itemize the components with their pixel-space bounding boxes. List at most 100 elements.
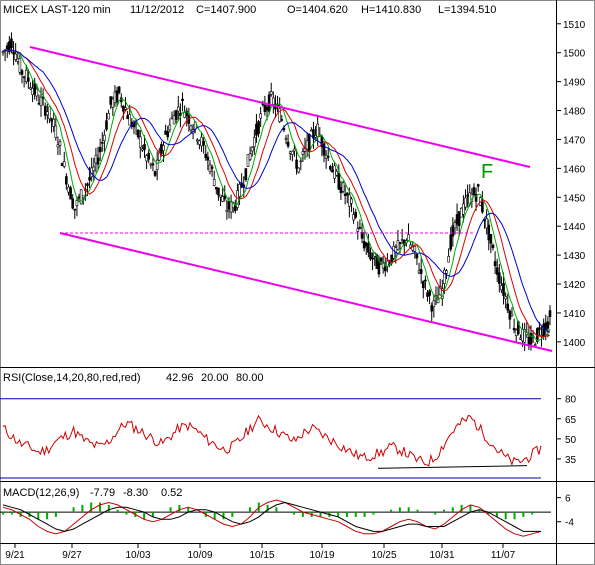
- candle-body: [160, 144, 163, 155]
- candle-body: [52, 118, 55, 127]
- candle-body: [39, 96, 43, 107]
- candle-body: [111, 98, 115, 108]
- candle-body: [267, 94, 271, 112]
- candle-body: [310, 129, 313, 132]
- candle-body: [77, 196, 81, 199]
- candle-body: [286, 141, 290, 147]
- candle-body: [527, 336, 531, 345]
- candle-body: [415, 253, 419, 259]
- price-tick-label: 1480: [563, 107, 586, 118]
- candle-body: [43, 105, 47, 116]
- candle-body: [428, 290, 431, 296]
- candle-body: [244, 168, 248, 181]
- candle-body: [533, 344, 537, 346]
- candle-body: [474, 194, 478, 202]
- candle-body: [67, 186, 70, 193]
- candle-body: [354, 211, 357, 218]
- channel-lower-line: [59, 232, 553, 352]
- candle-body: [227, 201, 231, 210]
- candle-body: [548, 310, 552, 317]
- price-tick-label: 1470: [563, 135, 586, 146]
- candle-body: [307, 134, 311, 152]
- candle-body: [367, 243, 370, 253]
- candlestick-series: [1, 32, 552, 352]
- ma-red-line: [2, 49, 551, 338]
- candle-body: [491, 244, 495, 249]
- x-tick-label: 10/25: [371, 550, 396, 561]
- candle-body: [538, 327, 541, 330]
- macd-signal-line: [2, 501, 541, 532]
- candle-body: [546, 321, 550, 329]
- candle-body: [10, 38, 13, 49]
- candle-body: [396, 240, 400, 250]
- candle-body: [472, 187, 476, 196]
- candle-body: [314, 135, 317, 138]
- candle-body: [79, 189, 83, 205]
- rsi-series: [2, 414, 542, 469]
- candle-body: [60, 163, 64, 167]
- rsi-line: [2, 414, 542, 467]
- price-tick-label: 1430: [563, 251, 586, 262]
- candle-body: [170, 116, 174, 119]
- candle-body: [29, 87, 32, 90]
- candle-body: [168, 124, 172, 131]
- candle-body: [348, 194, 351, 207]
- candle-body: [217, 187, 220, 196]
- candle-body: [183, 112, 186, 118]
- candle-body: [411, 246, 415, 251]
- candle-body: [24, 69, 28, 82]
- candle-body: [189, 125, 193, 131]
- candle-body: [504, 296, 507, 300]
- rsi-axis: 80 65 50 35: [0, 395, 577, 479]
- header-high: H=1410.830: [361, 4, 421, 16]
- candle-body: [185, 110, 189, 116]
- candle-body: [265, 107, 269, 111]
- candle-body: [202, 141, 205, 146]
- candle-body: [506, 303, 510, 311]
- rsi-value: 42.96: [166, 372, 194, 384]
- candle-body: [269, 91, 273, 95]
- candle-body: [364, 242, 368, 247]
- candle-body: [297, 167, 300, 173]
- candle-body: [320, 136, 324, 148]
- candle-body: [383, 266, 387, 272]
- candle-body: [280, 119, 284, 121]
- candle-body: [445, 270, 448, 274]
- candle-body: [46, 111, 49, 116]
- macd-line: [2, 499, 542, 537]
- candle-body: [489, 233, 493, 244]
- macd-value: -7.79: [90, 487, 115, 499]
- candle-body: [430, 305, 434, 312]
- candle-body: [464, 197, 467, 208]
- x-tick-label: 10/15: [249, 550, 274, 561]
- macd-tick-label: 6: [565, 494, 571, 505]
- rsi-tick-label: 65: [565, 415, 577, 426]
- macd-hist-value: 0.52: [161, 487, 182, 499]
- candle-body: [166, 131, 170, 138]
- candle-body: [417, 270, 421, 274]
- candle-body: [225, 209, 229, 212]
- candle-body: [481, 201, 484, 213]
- candle-body: [502, 282, 505, 296]
- candle-body: [96, 157, 100, 165]
- candle-body: [134, 122, 138, 125]
- rsi-tick-label: 80: [565, 395, 577, 406]
- candle-body: [377, 260, 381, 275]
- candle-body: [196, 139, 199, 142]
- candle-body: [453, 222, 457, 229]
- candle-body: [331, 169, 334, 173]
- x-tick-label: 10/09: [187, 550, 212, 561]
- candle-body: [544, 322, 548, 330]
- candle-body: [407, 234, 410, 242]
- candle-body: [238, 184, 241, 197]
- candle-body: [210, 166, 214, 169]
- candle-body: [498, 272, 501, 284]
- candle-body: [37, 102, 41, 105]
- x-tick-label: 9/27: [62, 550, 82, 561]
- candle-body: [246, 154, 250, 167]
- candle-body: [381, 262, 385, 269]
- candle-body: [487, 224, 491, 241]
- candle-body: [208, 164, 212, 173]
- candle-body: [221, 196, 224, 202]
